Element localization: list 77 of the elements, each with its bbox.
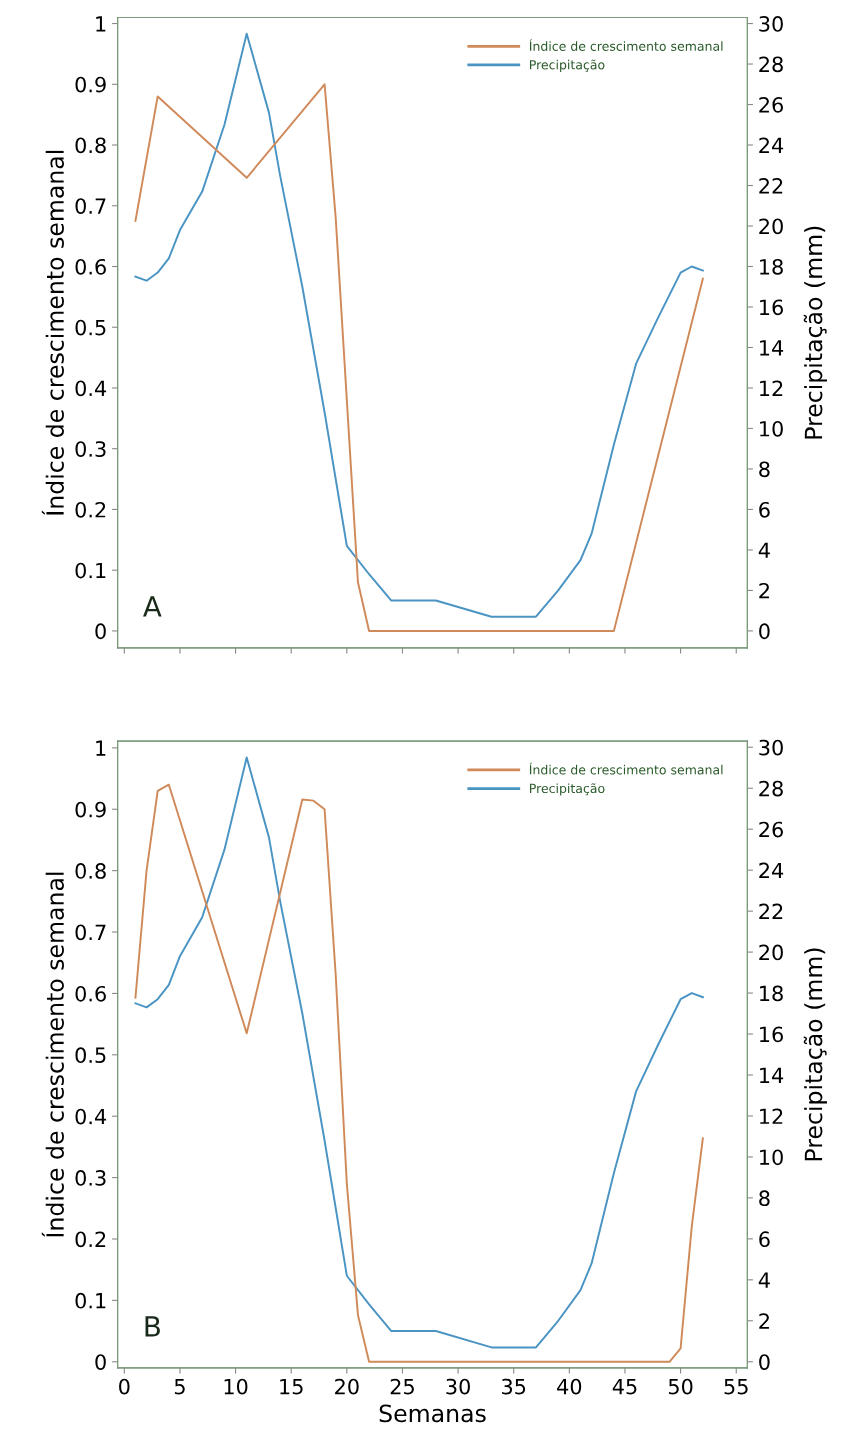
x-tick-label: 40 [557,1378,582,1395]
x-tick-label: 35 [502,1378,526,1395]
y-tick-label: 0.4 [75,380,107,397]
y-tick-label: 0.4 [75,1108,107,1125]
y2-tick-label: 2 [759,1313,769,1329]
x-tick-label: 55 [724,1378,748,1395]
y2-tick-label: 4 [758,1272,770,1288]
x-tick-label: 25 [390,1378,414,1395]
annotation: B [145,1316,160,1337]
y2-tick-label: 26 [759,821,783,838]
x-tick-label: 15 [280,1378,303,1395]
x-tick-label: 30 [446,1378,470,1395]
y2-tick-label: 16 [760,299,783,316]
y2-tick-label: 28 [759,780,783,797]
y2-tick-label: 14 [760,340,784,356]
y2-tick-label: 10 [760,1149,783,1166]
y2-tick-label: 0 [759,1354,770,1370]
y2-tick-label: 30 [759,16,783,32]
y-tick-label: 0 [95,1354,106,1370]
y-tick-label: 0.7 [75,924,106,941]
y2-tick-label: 26 [759,96,783,113]
y2-tick-label: 8 [759,461,770,478]
x-tick-label: 50 [668,1378,693,1395]
y-tick-label: 0.3 [75,441,106,457]
y2-tick-label: 4 [758,542,770,558]
y2-tick-label: 18 [760,258,783,275]
y-tick-label: 0.5 [75,1047,106,1064]
legend-label: Índice de crescimento semanal [529,39,723,51]
y2-tick-label: 22 [759,177,783,194]
y2-tick-label: 6 [759,501,770,518]
y2-tick-label: 24 [759,862,784,879]
y2-tick-label: 8 [759,1190,770,1207]
y2-tick-label: 2 [759,582,769,599]
y-tick-label: 0.5 [75,319,106,336]
y-tick-label: 0.9 [75,76,106,93]
y-tick-label: 0.7 [75,198,106,214]
y-tick-label: 1 [96,740,106,756]
y-tick-label: 0.6 [75,985,106,1002]
y2-tick-label: 12 [760,1108,783,1124]
y-tick-label: 0.6 [75,258,106,275]
y-tick-label: 0.3 [75,1170,106,1186]
y2-tick-label: 28 [759,56,783,73]
legend-label: Precipitação [530,59,605,72]
y-tick-label: 0 [95,623,106,640]
y2-tick-label: 12 [760,380,783,396]
y2-tick-label: 30 [759,739,783,756]
x-tick-label: 10 [224,1378,248,1395]
y-tick-label: 0.2 [75,501,106,518]
y2-tick-label: 20 [759,218,783,235]
x-tick-label: 20 [335,1378,359,1395]
x-axis-title: Semanas [379,1404,486,1423]
y-axis-title: Índice de crescimento semanal [41,872,64,1237]
y-tick-label: 0.9 [75,801,106,818]
y-tick-label: 0.1 [75,562,106,579]
y2-axis-title: Precipitação (mm) [803,226,827,439]
legend-label: Índice de crescimento semanal [529,762,723,775]
x-tick-label: 5 [174,1378,185,1395]
y2-tick-label: 10 [760,420,783,437]
x-tick-label: 45 [612,1378,637,1395]
y2-tick-label: 16 [760,1026,783,1043]
y2-axis-title: Precipitação (mm) [803,948,827,1161]
y2-tick-label: 20 [759,944,783,961]
y2-tick-label: 18 [760,985,783,1002]
y2-tick-label: 14 [760,1067,784,1083]
y-tick-label: 0.1 [75,1292,106,1309]
annotation: A [143,596,162,617]
legend-label: Precipitação [530,783,605,796]
y-tick-label: 1 [96,16,106,32]
y-tick-label: 0.2 [75,1231,106,1248]
y-axis-title: Índice de crescimento semanal [41,150,64,515]
x-tick-label: 0 [119,1378,130,1395]
y2-tick-label: 22 [759,903,783,920]
y2-tick-label: 0 [759,623,770,640]
y2-tick-label: 24 [759,137,784,153]
y2-tick-label: 6 [759,1231,770,1248]
y-tick-label: 0.8 [75,863,106,879]
y-tick-label: 0.8 [75,137,106,154]
